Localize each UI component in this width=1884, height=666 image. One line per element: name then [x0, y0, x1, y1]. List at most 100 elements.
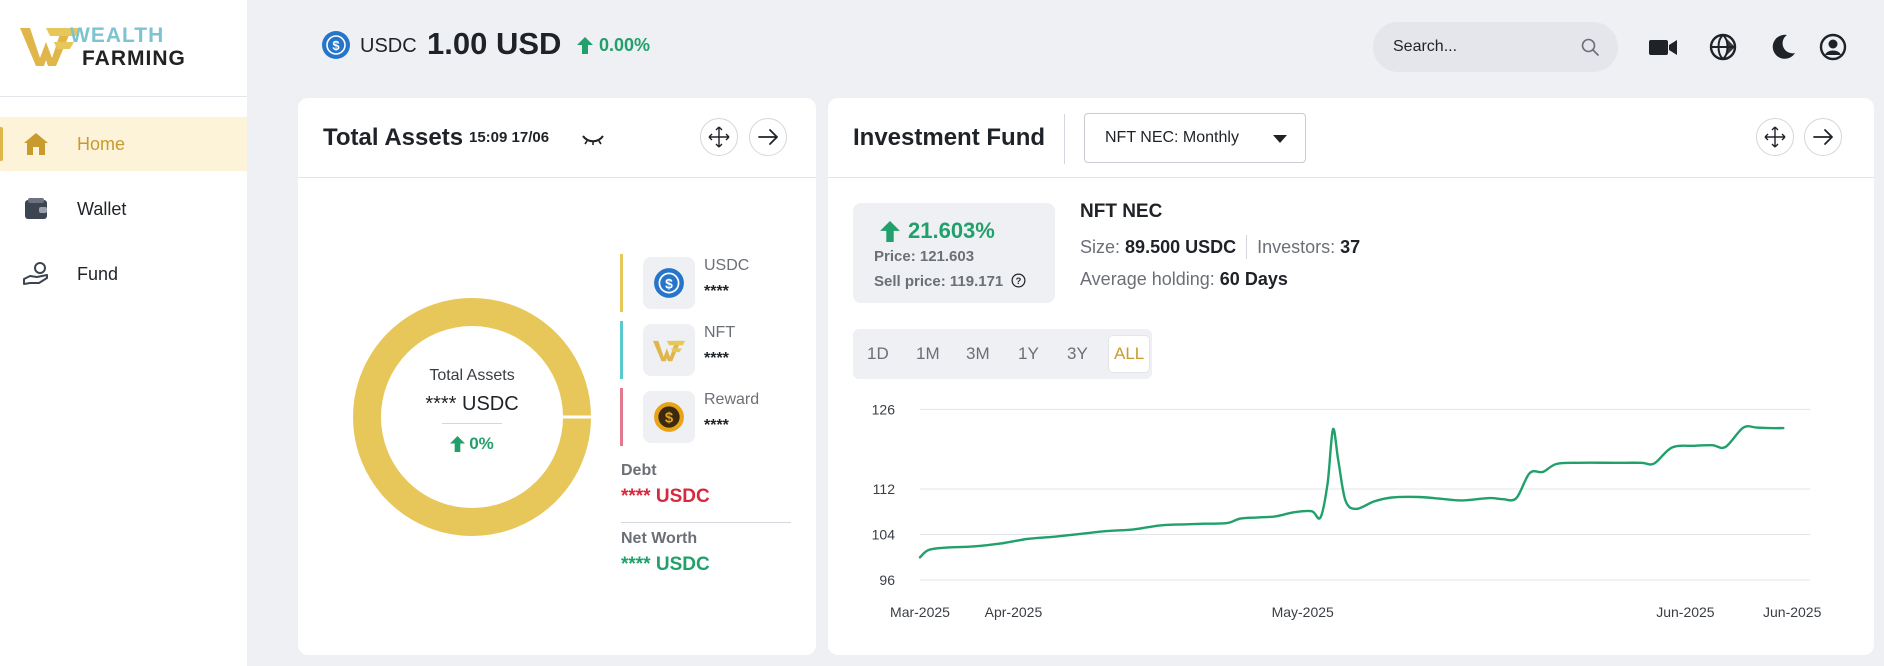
svg-text:$: $: [665, 275, 673, 291]
header-separator: [1064, 114, 1065, 164]
total-assets-time: 15:09 17/06: [469, 129, 550, 146]
chart-y-tick-label: 112: [873, 481, 896, 497]
fund-holding-value: 60 Days: [1219, 269, 1288, 289]
donut-center-change: 0%: [352, 434, 592, 454]
fund-stat-box: 21.603% Price: 121.603 Sell price: 119.1…: [853, 203, 1055, 303]
logo-text-farming: FARMING: [82, 47, 186, 70]
arrow-right-icon: [1813, 129, 1833, 145]
donut-change-value: 0%: [469, 434, 494, 453]
arrow-up-icon: [450, 436, 466, 452]
sidebar-item-label: Wallet: [77, 198, 127, 219]
range-button-all[interactable]: ALL: [1108, 335, 1151, 373]
coin-change: 0.00%: [577, 35, 650, 56]
fund-size-value: 89.500 USDC: [1125, 237, 1237, 257]
chart-x-tick-label: Mar-2025: [890, 604, 950, 620]
arrow-up-icon: [577, 37, 593, 54]
fund-change-value: 21.603%: [908, 218, 995, 243]
fund-investors-label: Investors:: [1257, 237, 1336, 257]
donut-center-divider: [442, 423, 502, 424]
card-header: [298, 98, 816, 178]
legend-icon-box-reward: $: [643, 391, 695, 443]
hand-coin-icon: [23, 262, 48, 285]
help-circle-icon[interactable]: ?: [1011, 273, 1026, 288]
range-button-3m[interactable]: 3M: [966, 344, 990, 363]
range-button-1y[interactable]: 1Y: [1018, 344, 1039, 363]
time-range-selector: 1D 1M 3M 1Y 3Y ALL: [853, 329, 1152, 379]
sidebar-divider: [0, 96, 247, 97]
range-button-1m[interactable]: 1M: [916, 344, 940, 363]
fund-size-label: Size:: [1080, 237, 1121, 257]
open-investment-fund-button[interactable]: [1804, 118, 1842, 156]
search-input[interactable]: [1393, 38, 1563, 56]
coin-price: 1.00 USD: [427, 26, 562, 61]
sidebar: WEALTH FARMING Home Wallet Fund: [0, 0, 247, 666]
wealth-farming-logo-icon[interactable]: [20, 22, 210, 72]
fund-sell-price-row: Sell price: 119.171 ?: [874, 273, 1026, 290]
sidebar-item-label: Home: [77, 133, 126, 154]
donut-center-label: Total Assets: [429, 367, 515, 384]
chart-y-tick-label: 96: [879, 572, 895, 588]
chart-x-tick-label: Jun-2025: [1656, 604, 1715, 620]
sidebar-item-label: Fund: [77, 263, 119, 284]
legend-bar-nft: [620, 321, 623, 379]
investment-fund-title: Investment Fund: [853, 124, 1046, 151]
search-box: [1373, 22, 1618, 72]
donut-center-value: **** USDC: [425, 393, 519, 415]
fund-period-dropdown[interactable]: NFT NEC: Monthly: [1084, 113, 1306, 163]
nft-logo-icon: [653, 340, 685, 362]
sidebar-item-fund[interactable]: Fund: [0, 247, 247, 301]
fund-price-line-chart: 126 112 104 96 Mar-2025 Apr-2025 May-2025 Jun-…: [872, 401, 1822, 620]
sidebar-item-wallet[interactable]: Wallet: [0, 182, 247, 236]
search-icon[interactable]: [1580, 37, 1600, 57]
coin-name: USDC: [360, 35, 417, 57]
legend-value-nft: ****: [704, 350, 729, 367]
legend-icon-box-usdc: $: [643, 257, 695, 309]
arrow-right-icon: [758, 129, 778, 145]
fund-investors-value: 37: [1340, 237, 1361, 257]
arrow-up-icon: [880, 220, 900, 242]
user-icon[interactable]: [1818, 32, 1848, 62]
legend-name-reward: Reward: [704, 391, 760, 408]
info-separator: [1246, 235, 1248, 259]
chart-x-tick-label: Jun-2025: [1763, 604, 1822, 620]
chart-series-line: [918, 424, 1785, 559]
logo-text-wealth: WEALTH: [70, 24, 165, 47]
legend-value-usdc: ****: [704, 283, 729, 300]
chart-y-tick-label: 104: [872, 527, 896, 543]
video-icon[interactable]: [1648, 32, 1678, 62]
svg-text:$: $: [332, 38, 340, 53]
move-arrows-icon: [708, 126, 730, 148]
svg-text:?: ?: [1016, 276, 1022, 286]
chart-y-tick-label: 126: [872, 401, 896, 417]
fund-size-investors: Size: 89.500 USDC Investors: 37: [1080, 235, 1360, 259]
legend-bar-reward: [620, 388, 623, 446]
legend-icon-box-nft: [643, 324, 695, 376]
wallet-icon: [25, 198, 47, 219]
sidebar-item-home[interactable]: Home: [0, 117, 247, 171]
legend-name-usdc: USDC: [704, 257, 750, 274]
moon-icon[interactable]: [1768, 32, 1798, 62]
fund-average-holding: Average holding: 60 Days: [1080, 269, 1288, 290]
eye-closed-icon[interactable]: [580, 129, 606, 149]
usdc-coin-icon: $: [322, 31, 350, 59]
dropdown-selected-value: NFT NEC: Monthly: [1105, 129, 1239, 146]
fund-holding-label: Average holding:: [1080, 269, 1215, 289]
usdc-coin-icon: $: [654, 268, 684, 298]
chart-x-tick-label: Apr-2025: [985, 604, 1043, 620]
open-total-assets-button[interactable]: [749, 118, 787, 156]
move-button[interactable]: [700, 118, 738, 156]
debt-label: Debt: [621, 462, 657, 479]
fund-change: 21.603%: [880, 218, 995, 244]
dollar-coin-icon: $: [654, 402, 684, 432]
legend-name-nft: NFT: [704, 324, 736, 341]
legend-value-reward: ****: [704, 417, 729, 434]
net-worth-label: Net Worth: [621, 530, 698, 547]
range-button-3y[interactable]: 3Y: [1067, 344, 1088, 363]
range-button-1d[interactable]: 1D: [867, 344, 889, 363]
net-worth-value: **** USDC: [621, 554, 710, 575]
chart-x-tick-label: May-2025: [1272, 604, 1334, 620]
move-button[interactable]: [1756, 118, 1794, 156]
home-icon: [24, 133, 48, 155]
globe-icon[interactable]: [1708, 32, 1738, 62]
coin-change-value: 0.00%: [599, 35, 651, 55]
